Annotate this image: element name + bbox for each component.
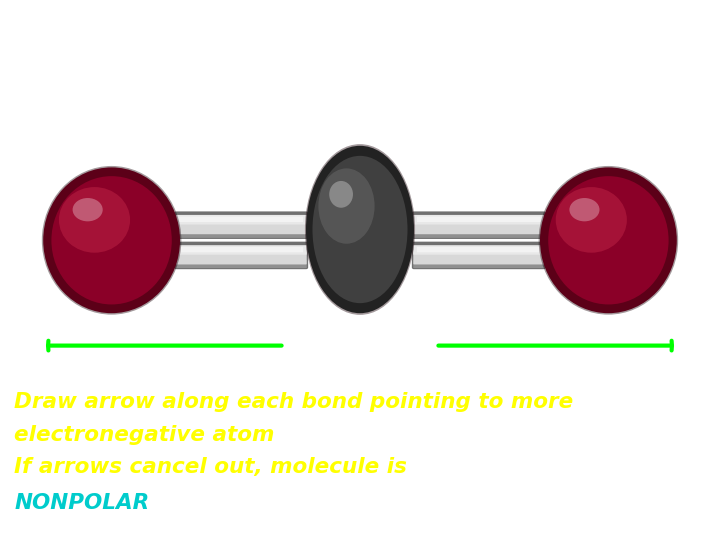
Ellipse shape [329,181,353,208]
Ellipse shape [306,146,414,313]
Text: electronegative atom: electronegative atom [14,424,275,445]
FancyBboxPatch shape [413,230,544,238]
Ellipse shape [305,144,415,315]
Text: NONPOLAR: NONPOLAR [14,493,150,514]
FancyBboxPatch shape [413,245,544,255]
FancyBboxPatch shape [412,211,546,239]
Text: If arrows cancel out, molecule is: If arrows cancel out, molecule is [14,457,408,477]
FancyBboxPatch shape [176,260,307,268]
Ellipse shape [312,156,408,303]
Ellipse shape [43,167,180,313]
FancyBboxPatch shape [413,260,544,268]
Ellipse shape [42,166,181,315]
FancyBboxPatch shape [174,241,308,269]
FancyBboxPatch shape [412,241,546,269]
Ellipse shape [51,176,172,305]
Ellipse shape [556,187,627,253]
Ellipse shape [73,198,103,221]
FancyBboxPatch shape [179,217,303,222]
FancyBboxPatch shape [176,215,307,225]
Ellipse shape [59,187,130,253]
FancyBboxPatch shape [413,215,544,225]
FancyBboxPatch shape [413,220,544,234]
FancyBboxPatch shape [417,217,541,222]
FancyBboxPatch shape [176,220,307,234]
FancyBboxPatch shape [176,245,307,255]
FancyBboxPatch shape [413,250,544,265]
FancyBboxPatch shape [176,250,307,265]
FancyBboxPatch shape [417,247,541,252]
Ellipse shape [570,198,600,221]
Ellipse shape [539,166,678,315]
FancyBboxPatch shape [179,247,303,252]
Ellipse shape [540,167,677,313]
FancyBboxPatch shape [176,230,307,238]
FancyBboxPatch shape [174,211,308,239]
Ellipse shape [548,176,669,305]
Ellipse shape [318,168,374,244]
Text: Draw arrow along each bond pointing to more: Draw arrow along each bond pointing to m… [14,392,574,413]
